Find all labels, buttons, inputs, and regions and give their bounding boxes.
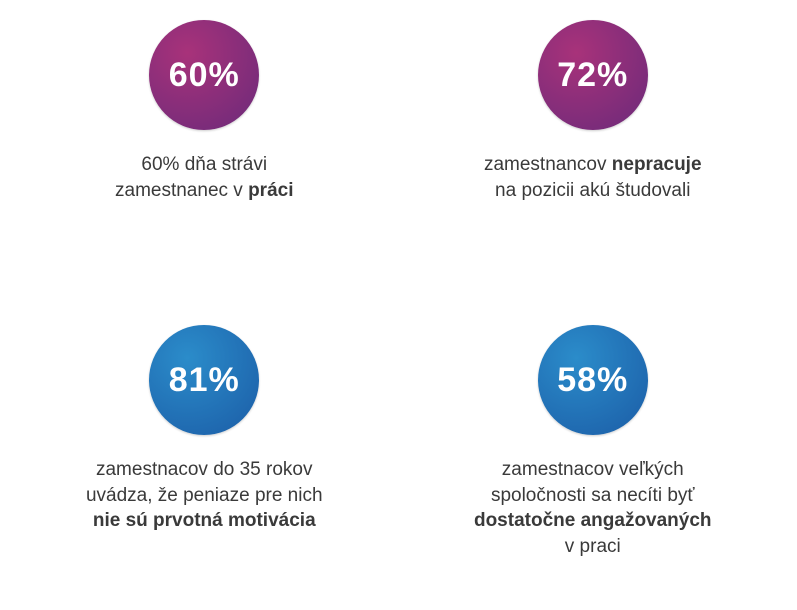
stat-caption: zamestnacov veľkýchspoločnosti sa necíti… [474,457,712,560]
stat-caption: zamestnancov nepracujena pozicii akú štu… [484,152,702,203]
stat-circle: 72% [538,20,648,130]
stat-circle: 81% [149,325,259,435]
stat-circle: 58% [538,325,648,435]
stat-caption: zamestnacov do 35 rokovuvádza, že peniaz… [86,457,323,534]
stat-58-engaged: 58% zamestnacov veľkýchspoločnosti sa ne… [419,325,768,600]
stat-caption: 60% dňa strávizamestnanec v práci [115,152,294,203]
stat-60-workday: 60% 60% dňa strávizamestnanec v práci [30,20,379,295]
stat-circle: 60% [149,20,259,130]
stat-81-money: 81% zamestnacov do 35 rokovuvádza, že pe… [30,325,379,600]
stats-grid: 60% 60% dňa strávizamestnanec v práci 72… [0,0,797,610]
stat-72-notfield: 72% zamestnancov nepracujena pozicii akú… [419,20,768,295]
